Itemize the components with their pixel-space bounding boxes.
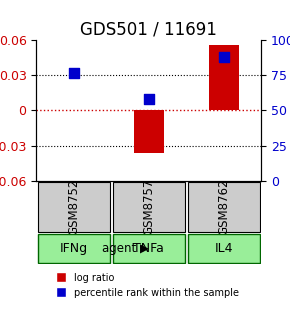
Bar xyxy=(188,234,260,263)
Bar xyxy=(113,182,184,232)
Point xyxy=(146,96,151,102)
Text: GSM8762: GSM8762 xyxy=(217,179,230,235)
Text: IFNg: IFNg xyxy=(60,242,88,255)
Bar xyxy=(38,234,110,263)
Point xyxy=(71,70,76,75)
Bar xyxy=(113,234,184,263)
Text: GSM8757: GSM8757 xyxy=(142,179,155,235)
Text: GSM8752: GSM8752 xyxy=(67,179,80,235)
Text: agent ▶: agent ▶ xyxy=(102,242,148,255)
Text: TNFa: TNFa xyxy=(133,242,164,255)
Text: IL4: IL4 xyxy=(214,242,233,255)
Legend: log ratio, percentile rank within the sample: log ratio, percentile rank within the sa… xyxy=(52,269,243,301)
Bar xyxy=(188,182,260,232)
Bar xyxy=(38,182,110,232)
Title: GDS501 / 11691: GDS501 / 11691 xyxy=(80,21,217,39)
Bar xyxy=(209,45,238,111)
Point xyxy=(221,54,226,60)
Bar xyxy=(134,111,164,153)
